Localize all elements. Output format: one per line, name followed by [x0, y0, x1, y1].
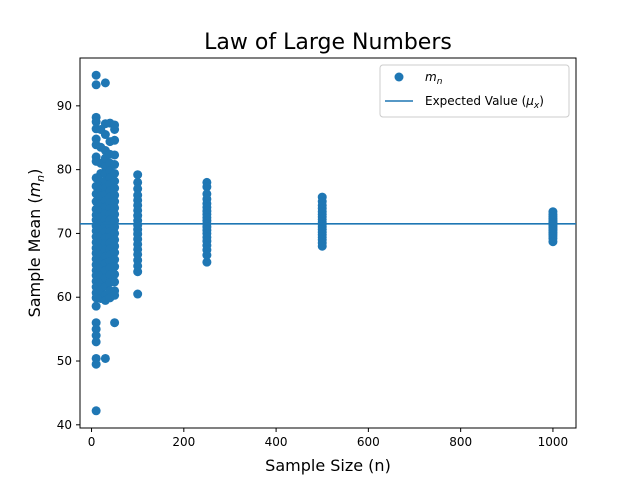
x-axis-ticks: 0 200 400 600 800 1000	[88, 428, 568, 449]
data-point	[110, 168, 120, 178]
data-point	[133, 177, 143, 187]
data-point	[133, 170, 143, 180]
y-axis-ticks: 40 50 60 70 80 90	[57, 99, 80, 432]
y-tick-label: 40	[57, 418, 72, 432]
data-point	[91, 337, 101, 347]
data-point	[110, 241, 120, 251]
data-point	[91, 359, 101, 369]
data-point	[91, 117, 101, 127]
data-point	[110, 216, 120, 226]
y-tick-label: 50	[57, 354, 72, 368]
y-axis-title: Sample Mean (mn)	[25, 169, 47, 318]
data-point	[110, 235, 120, 245]
data-point	[91, 324, 101, 334]
data-point	[317, 241, 327, 251]
data-point	[91, 301, 101, 311]
data-point	[91, 80, 101, 90]
data-point	[100, 78, 110, 88]
data-point	[110, 209, 120, 219]
data-point	[110, 203, 120, 213]
data-point	[133, 289, 143, 299]
data-point	[202, 257, 212, 267]
plot-frame	[79, 57, 577, 429]
data-point	[133, 184, 143, 194]
data-point	[110, 160, 120, 170]
chart-title: Law of Large Numbers	[204, 30, 452, 55]
data-point	[110, 197, 120, 207]
data-point	[202, 250, 212, 260]
data-point	[110, 150, 120, 160]
data-point	[91, 318, 101, 328]
data-point	[133, 267, 143, 277]
x-tick-label: 0	[88, 435, 96, 449]
plot-area	[79, 57, 577, 429]
data-point	[110, 269, 120, 279]
x-tick-label: 1000	[538, 435, 569, 449]
y-tick-label: 90	[57, 99, 72, 113]
data-point	[100, 130, 110, 140]
data-point	[91, 331, 101, 340]
y-tick-label: 80	[57, 163, 72, 177]
data-point	[110, 124, 120, 134]
x-tick-label: 200	[172, 435, 195, 449]
data-point	[110, 248, 120, 258]
data-point	[110, 318, 120, 328]
x-tick-label: 800	[449, 435, 472, 449]
data-point	[100, 353, 110, 363]
data-points	[91, 70, 558, 416]
data-point	[110, 262, 120, 272]
y-tick-label: 70	[57, 226, 72, 240]
x-axis-title: Sample Size (n)	[265, 456, 391, 475]
legend-marker-icon	[394, 72, 404, 82]
data-point	[202, 182, 212, 192]
data-point	[110, 222, 120, 232]
legend: mn Expected Value (μx)	[379, 64, 570, 118]
y-tick-label: 60	[57, 290, 72, 304]
data-point	[110, 190, 120, 200]
data-point	[110, 290, 120, 300]
data-point	[110, 277, 120, 287]
legend-box	[379, 64, 570, 118]
data-point	[110, 183, 120, 193]
x-tick-label: 400	[265, 435, 288, 449]
x-tick-label: 600	[357, 435, 380, 449]
data-point	[91, 406, 101, 416]
legend-label-expected: Expected Value (μx)	[425, 94, 544, 111]
data-point	[548, 237, 558, 247]
data-point	[91, 70, 101, 80]
data-point	[110, 228, 120, 238]
data-point	[110, 135, 120, 145]
data-point	[110, 255, 120, 265]
data-point	[110, 176, 120, 186]
